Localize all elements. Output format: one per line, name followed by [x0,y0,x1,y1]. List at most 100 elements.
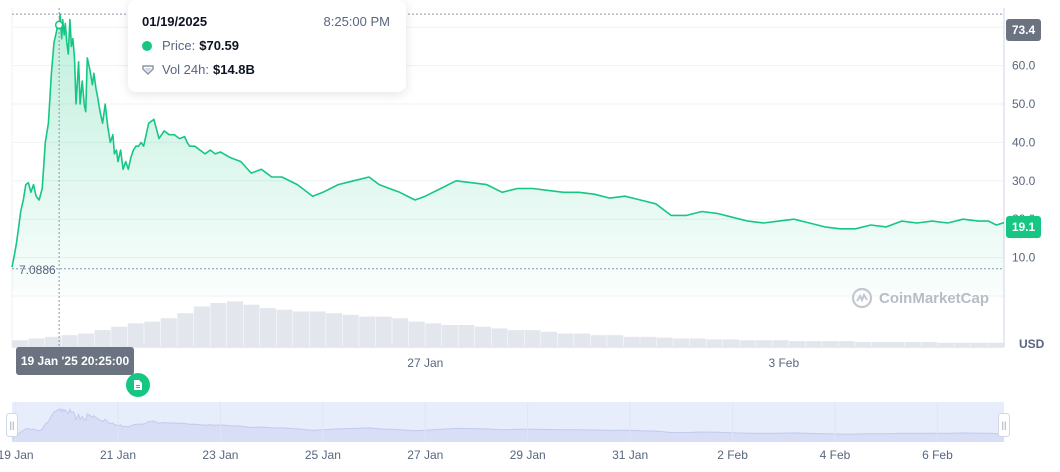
navigator-tick-label: 2 Feb [717,448,748,462]
tooltip-price-row: Price: $70.59 [142,38,239,53]
volume-bar [921,341,938,347]
volume-bar [524,330,541,347]
volume-bar [623,336,640,347]
volume-bar [772,340,789,347]
price-area-fill [12,14,1004,296]
volume-bar [822,341,839,347]
volume-bar [61,335,78,347]
volume-bar [590,335,607,347]
volume-bar [193,306,210,347]
volume-bar [756,340,773,347]
tooltip-volume-row: Vol 24h: $14.8B [142,62,255,77]
volume-bar [855,341,872,347]
volume-bar [640,336,657,347]
volume-bar [937,342,954,347]
volume-bar [541,331,558,347]
navigator-left-handle[interactable]: || [6,413,18,437]
crosshair-time-badge: 19 Jan '25 20:25:00 [16,347,134,375]
navigator[interactable]: 19 Jan 21 Jan 23 Jan 25 Jan 27 Jan 29 Jan 31 J… [0,402,1005,462]
navigator-tick-label: 21 Jan [100,448,136,462]
volume-bar [375,316,392,347]
y-tick-label: 40.0 [1012,135,1036,149]
volume-bar [160,318,177,347]
volume-bar [574,333,591,347]
volume-bar [28,338,45,347]
volume-bar [706,339,723,347]
volume-bar [970,342,987,347]
volume-bar [689,338,706,347]
volume-bar [722,339,739,347]
volume-bar [491,328,508,347]
tooltip-price-value: $70.59 [199,38,239,53]
volume-bar [441,325,458,347]
tooltip-volume-value: $14.8B [213,62,255,77]
navigator-tick-label: 4 Feb [820,448,851,462]
brand-watermark-text: CoinMarketCap [879,289,990,307]
volume-bar [789,341,806,347]
volume-bar [276,309,293,347]
volume-shield-icon [142,64,154,75]
navigator-line [11,407,1005,440]
tooltip-time: 8:25:00 PM [323,14,391,29]
volume-bar [838,341,855,347]
volume-bar [342,314,359,347]
brand-watermark: CoinMarketCap [851,287,989,309]
volume-bar [904,341,921,347]
navigator-tick-label: 31 Jan [612,448,648,462]
volume-bar [127,323,144,347]
volume-bar [656,337,673,347]
volume-bar [210,303,227,347]
high-price-badge: 73.4 [1006,19,1041,41]
volume-bar [954,342,971,347]
volume-bar [739,340,756,347]
y-axis: 10.020.030.040.050.060.070.0 [1012,20,1036,264]
low-price-label: 7.0886 [19,263,56,277]
tooltip-volume-label: Vol 24h: [162,62,209,77]
y-tick-label: 60.0 [1012,59,1036,73]
volume-bar [309,311,326,347]
currency-label: USD [1019,337,1045,351]
price-tooltip: 01/19/2025 8:25:00 PM Price: $70.59 Vol … [128,0,406,92]
chart-note-marker[interactable] [126,373,150,397]
y-tick-label: 10.0 [1012,251,1036,265]
y-tick-label: 30.0 [1012,174,1036,188]
x-axis: 27 Jan 3 Feb [407,356,799,370]
volume-bar [425,323,442,347]
volume-bar [392,318,409,347]
navigator-tick-label: 29 Jan [510,448,546,462]
volume-bar [78,333,95,347]
navigator-tick-label: 23 Jan [202,448,238,462]
navigator-tick-label: 6 Feb [922,448,953,462]
volume-bar [144,321,161,347]
volume-bar [987,342,1004,347]
volume-bar [293,311,310,347]
x-tick-label: 27 Jan [407,356,443,370]
volume-bar [326,313,343,347]
crosshair-point [54,20,64,30]
volume-bar [111,326,128,347]
volume-bar [94,330,111,347]
y-tick-label: 50.0 [1012,97,1036,111]
volume-bar [408,321,425,347]
volume-bars [12,301,1004,347]
volume-bar [805,341,822,347]
tooltip-price-label: Price: [162,38,196,53]
volume-bar [673,338,690,347]
price-dot-icon [142,40,152,51]
volume-bar [508,330,525,347]
document-icon [134,380,142,390]
navigator-tick-label: 19 Jan [0,448,34,462]
last-price-badge: 19.1 [1006,216,1041,238]
volume-bar [45,336,62,347]
volume-bar [474,326,491,347]
volume-bar [243,304,260,347]
navigator-tick-label: 27 Jan [407,448,443,462]
volume-bar [888,341,905,347]
volume-bar [12,340,29,347]
volume-bar [871,341,888,347]
navigator-right-handle[interactable]: || [998,413,1010,437]
navigator-tick-label: 25 Jan [305,448,341,462]
volume-bar [226,301,243,347]
x-tick-label: 3 Feb [768,356,799,370]
